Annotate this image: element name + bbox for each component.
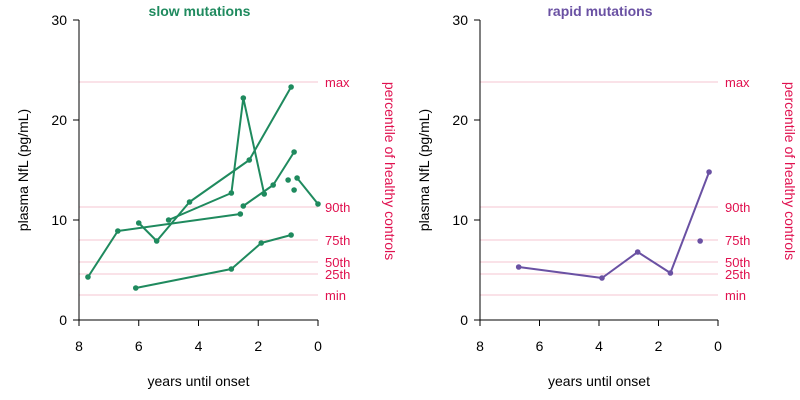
data-point <box>240 95 247 101</box>
data-point <box>228 266 235 272</box>
chart-title: rapid mutations <box>547 3 652 19</box>
data-point <box>288 232 294 238</box>
x-axis-title: years until onset <box>548 373 650 389</box>
series-1 <box>85 211 244 280</box>
data-point <box>270 182 276 188</box>
data-point <box>85 274 91 280</box>
x-tick-label: 2 <box>254 338 262 354</box>
y-tick-label: 0 <box>59 312 67 328</box>
data-point <box>240 203 247 209</box>
x-tick-label: 8 <box>476 338 484 354</box>
y-tick-label: 10 <box>452 212 468 228</box>
data-point <box>258 240 265 246</box>
data-point <box>186 199 193 205</box>
percentile-label-50th: 50th <box>725 255 750 270</box>
y-tick-label: 30 <box>452 12 468 28</box>
data-point <box>153 238 160 244</box>
data-point <box>135 220 142 226</box>
data-point <box>285 177 291 183</box>
x-tick-label: 6 <box>536 338 544 354</box>
x-tick-label: 0 <box>314 338 322 354</box>
data-point <box>165 217 172 223</box>
percentile-label-90th: 90th <box>725 200 750 215</box>
percentile-label-50th: 50th <box>325 255 350 270</box>
data-point <box>246 157 253 163</box>
secondary-axis-title: percentile of healthy controls <box>782 82 798 260</box>
series-8 <box>285 177 291 183</box>
data-point <box>132 285 139 291</box>
x-tick-label: 8 <box>75 338 83 354</box>
y-tick-label: 20 <box>51 112 67 128</box>
percentile-label-90th: 90th <box>325 200 350 215</box>
percentile-label-max: max <box>725 75 750 90</box>
series-2 <box>697 238 703 244</box>
series-7 <box>291 187 297 193</box>
x-tick-label: 2 <box>655 338 663 354</box>
data-point <box>515 264 522 270</box>
chart-title: slow mutations <box>149 3 251 19</box>
y-tick-label: 10 <box>51 212 67 228</box>
series-line <box>135 234 292 289</box>
percentile-label-min: min <box>325 288 346 303</box>
x-tick-label: 0 <box>714 338 722 354</box>
series-line <box>168 97 266 221</box>
x-tick-label: 4 <box>195 338 203 354</box>
data-point <box>667 270 674 276</box>
series-6 <box>294 175 321 207</box>
series-4 <box>132 232 294 291</box>
y-axis-title: plasma NfL (pg/mL) <box>416 109 432 231</box>
data-point <box>115 228 121 234</box>
y-tick-label: 30 <box>51 12 67 28</box>
percentile-label-25th: 25th <box>725 267 750 282</box>
x-axis-title: years until onset <box>148 373 250 389</box>
data-point <box>599 275 605 281</box>
data-point <box>315 201 321 207</box>
series-2 <box>135 84 294 244</box>
series-line <box>296 177 319 205</box>
data-point <box>697 238 703 244</box>
percentile-label-75th: 75th <box>325 233 350 248</box>
y-tick-label: 20 <box>452 112 468 128</box>
data-point <box>237 211 244 217</box>
data-point <box>706 169 712 175</box>
x-tick-label: 4 <box>595 338 603 354</box>
data-point <box>288 84 294 90</box>
percentile-label-75th: 75th <box>725 233 750 248</box>
data-point <box>291 187 297 193</box>
data-point <box>294 175 300 181</box>
y-axis-title: plasma NfL (pg/mL) <box>15 109 31 231</box>
secondary-axis-title: percentile of healthy controls <box>382 82 398 260</box>
series-1 <box>515 169 712 281</box>
percentile-label-min: min <box>725 288 746 303</box>
y-tick-label: 0 <box>460 312 468 328</box>
data-point <box>228 190 235 196</box>
series-line <box>87 213 241 278</box>
percentile-label-max: max <box>325 75 350 90</box>
data-point <box>291 149 297 155</box>
percentile-label-25th: 25th <box>325 267 350 282</box>
series-5 <box>240 149 297 209</box>
data-point <box>634 249 641 255</box>
x-tick-label: 6 <box>135 338 143 354</box>
